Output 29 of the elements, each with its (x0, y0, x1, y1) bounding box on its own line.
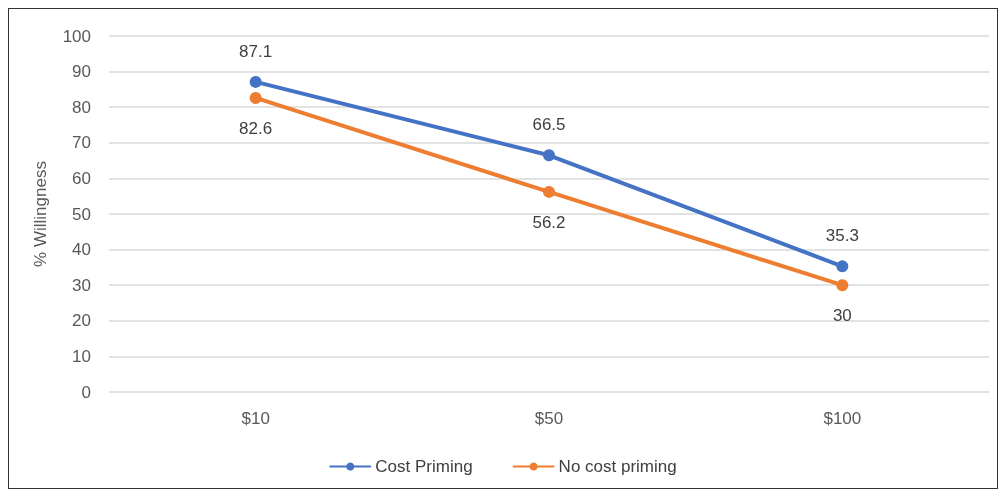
y-tick-label: 90 (72, 62, 91, 82)
point (543, 185, 555, 198)
point (836, 260, 849, 273)
legend-label: No cost priming (558, 457, 677, 476)
y-tick-label: 20 (72, 311, 91, 331)
y-tick-label: 80 (72, 97, 91, 117)
data-label: 66.5 (532, 115, 566, 135)
y-axis-title: % Willingness (31, 161, 50, 267)
y-tick-label: 60 (72, 168, 91, 188)
y-tick-label: 30 (72, 275, 91, 295)
data-label: 35.3 (825, 226, 859, 246)
data-label: 30 (832, 306, 852, 326)
y-tick-label: 40 (72, 240, 91, 260)
x-tick-label: $100 (823, 409, 862, 428)
data-label: 56.2 (532, 212, 566, 232)
data-label: 87.1 (239, 41, 273, 61)
x-tick-label: $10 (241, 409, 270, 428)
point (249, 75, 262, 88)
data-label: 82.6 (239, 118, 273, 138)
y-tick-label: 50 (72, 204, 91, 224)
x-tick-label: $50 (534, 409, 564, 428)
y-tick-label: 70 (72, 133, 91, 153)
legend-label: Cost Priming (375, 457, 473, 476)
point (543, 149, 555, 162)
y-tick-label: 0 (81, 382, 91, 402)
point (836, 279, 849, 292)
point (249, 91, 262, 104)
y-tick-label: 10 (72, 346, 91, 366)
y-tick-label: 100 (62, 26, 91, 46)
